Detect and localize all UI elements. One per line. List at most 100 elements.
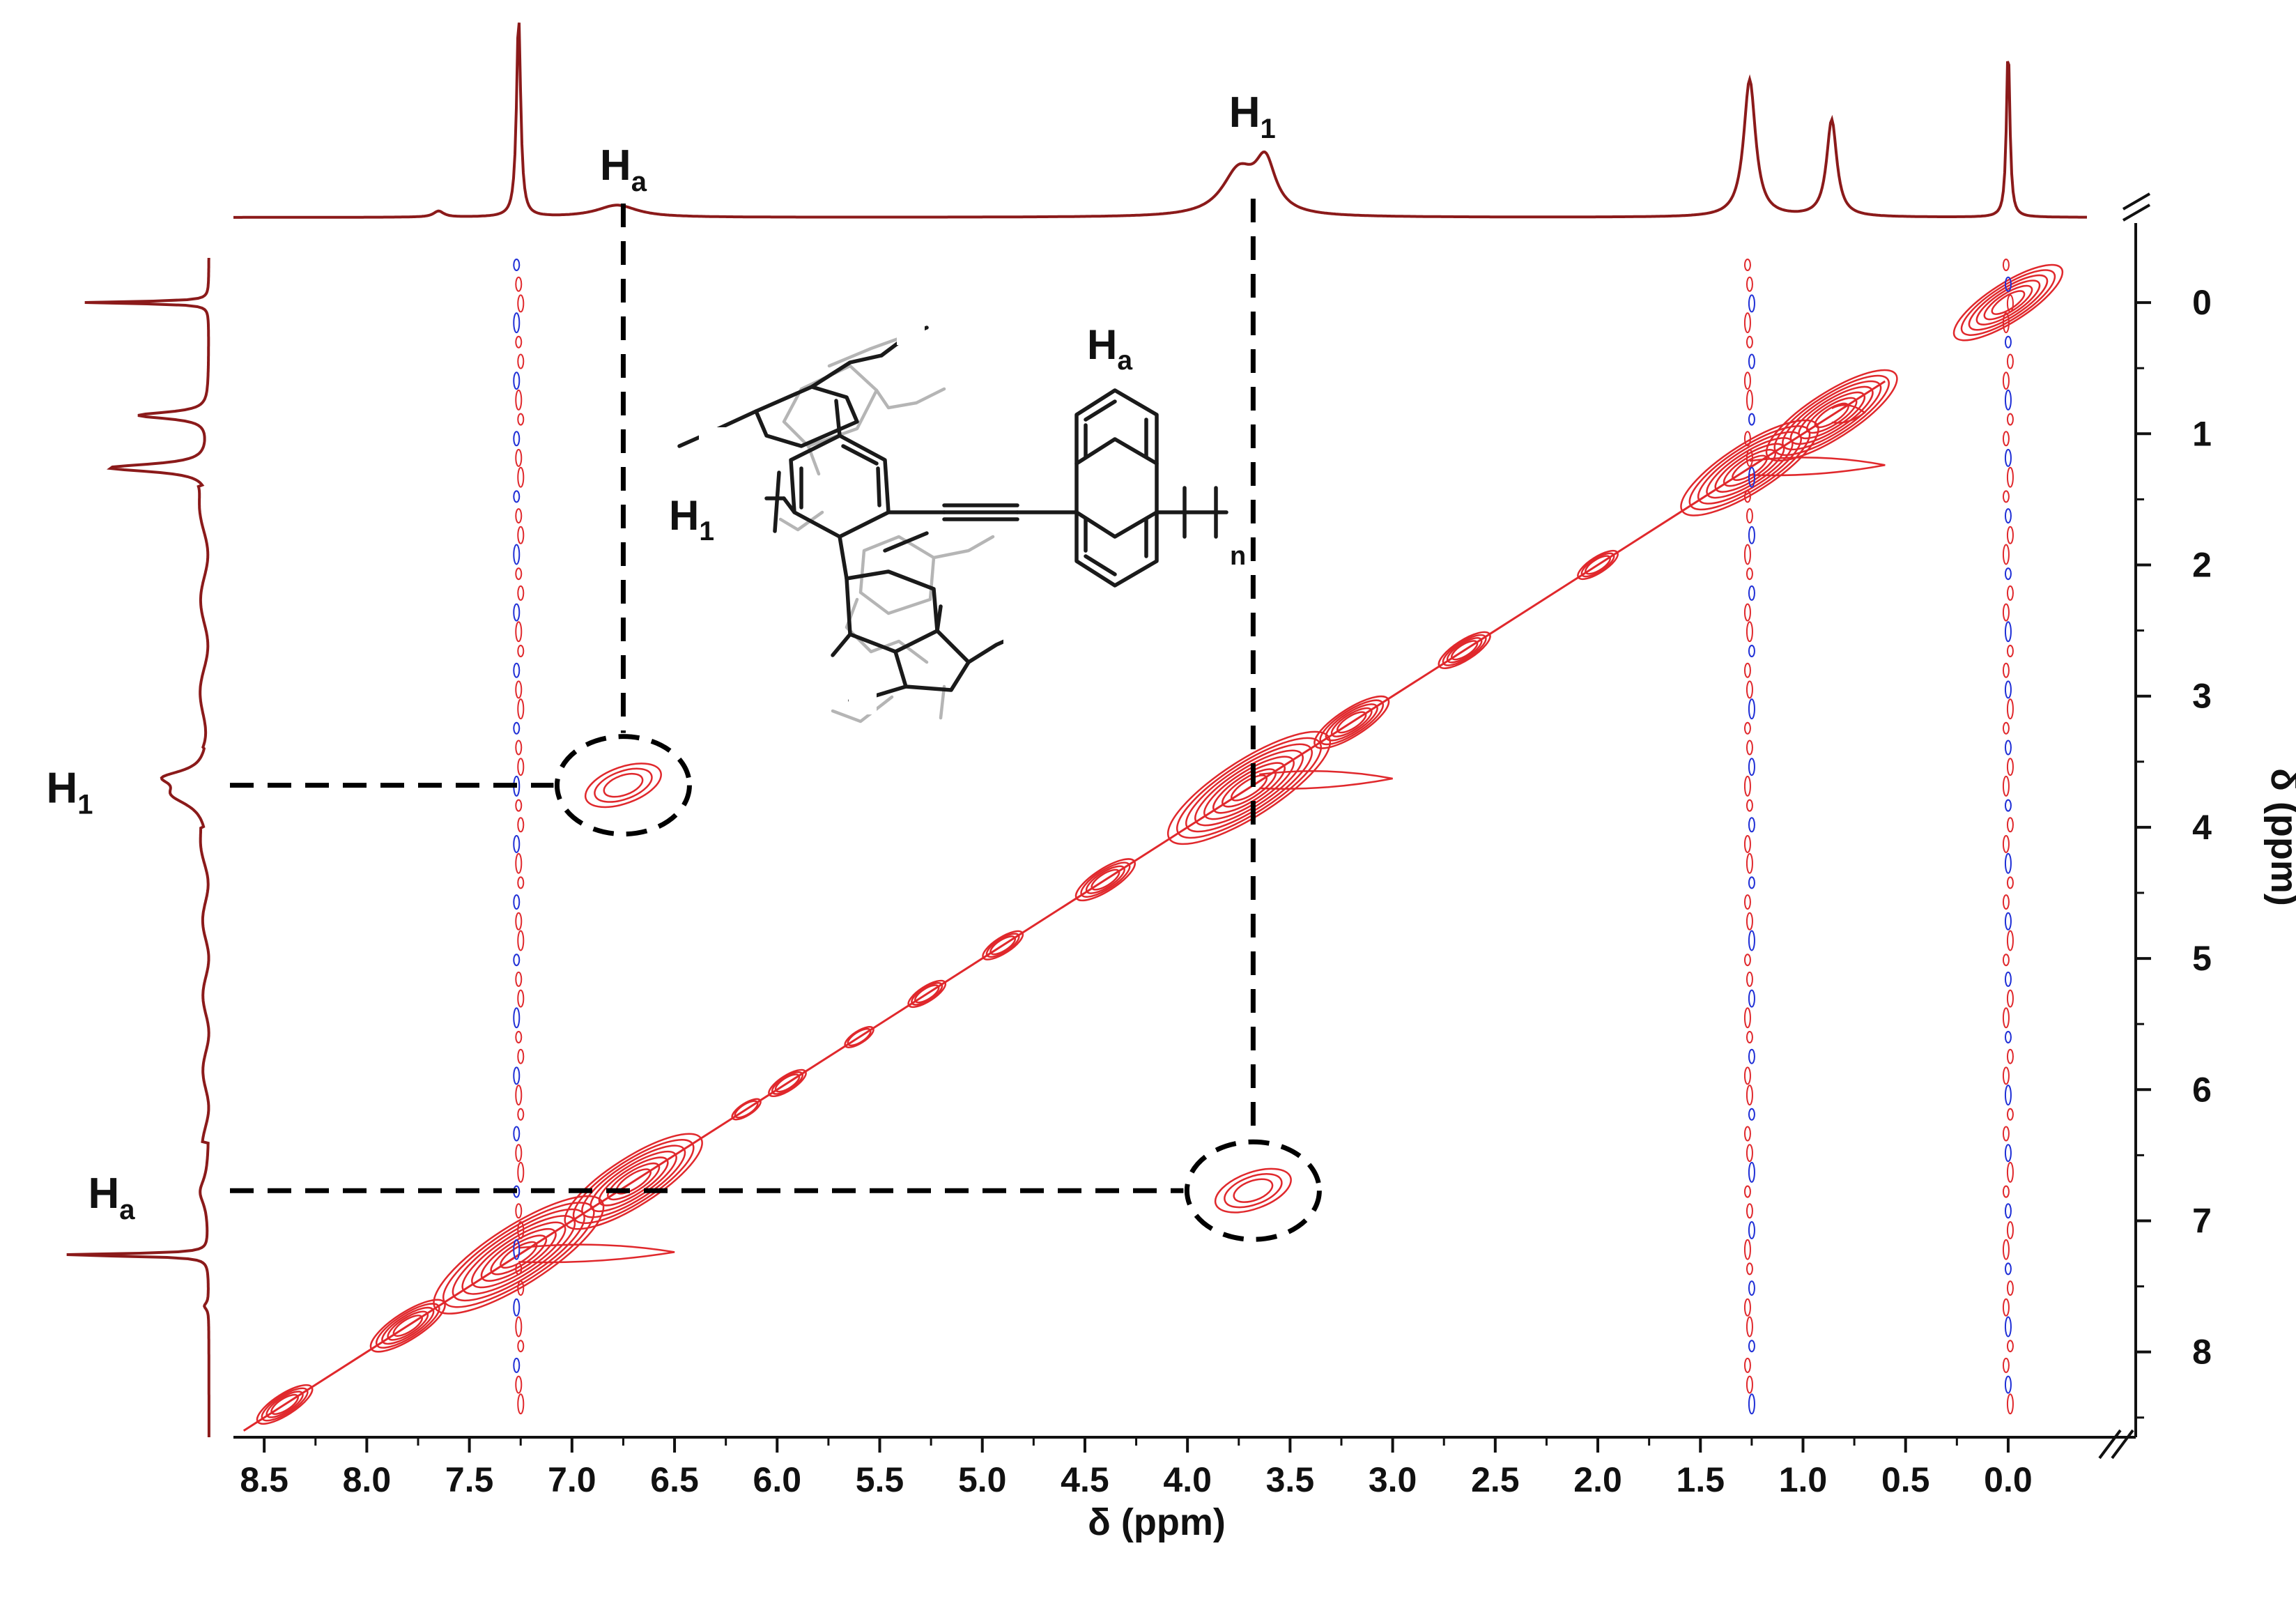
cross-peak-contour <box>1214 1167 1292 1213</box>
noise-streak-mark <box>1748 585 1755 601</box>
noise-streak-mark <box>517 294 525 313</box>
noise-streak-mark <box>515 276 523 292</box>
y-tick-label: 5 <box>2192 939 2212 978</box>
noise-streak-mark <box>2006 526 2014 544</box>
diagonal-peak-tail <box>1259 769 1393 790</box>
noise-streak-mark <box>515 1375 523 1394</box>
noise-streak-mark <box>515 680 523 699</box>
diagonal-peak-contour <box>1983 284 2033 321</box>
noise-streak-mark <box>1743 1007 1751 1029</box>
noise-streak-mark <box>1743 431 1751 447</box>
noise-streak-mark <box>1743 603 1751 622</box>
noise-streak-mark <box>2002 835 2010 853</box>
structure-label-h1: H1 <box>669 492 714 546</box>
noise-streak-mark <box>2004 1316 2012 1338</box>
noise-streak-mark <box>2006 930 2014 951</box>
label-h1-top-subscript: 1 <box>1260 114 1275 144</box>
top-spectrum-trace <box>233 22 2087 219</box>
noise-streak-mark <box>1743 894 1751 910</box>
left-spectrum-trace <box>66 258 210 1437</box>
noise-streak-mark <box>1748 758 1755 776</box>
x-tick-label: 1.0 <box>1779 1460 1828 1499</box>
noise-streak-mark <box>515 971 523 987</box>
noise-streak-mark <box>2006 698 2014 720</box>
noise-streak-mark <box>513 1126 521 1142</box>
y-axis-break-mark <box>2122 192 2151 222</box>
x-tick-label: 2.5 <box>1471 1460 1520 1499</box>
left-1d-projection <box>66 258 210 1437</box>
noise-streak-mark <box>1746 1375 1753 1394</box>
noise-streak-mark <box>515 852 523 874</box>
noise-streak-mark <box>1748 526 1755 544</box>
noise-streak-mark <box>2002 431 2010 447</box>
noise-streak-mark <box>1743 662 1751 678</box>
noise-streak-mark <box>2006 1340 2014 1353</box>
noise-streak-mark <box>517 1280 525 1296</box>
noise-streak-mark <box>1746 740 1753 756</box>
noise-streak-mark <box>2006 585 2014 601</box>
diagonal-peak-contour <box>1952 263 2064 342</box>
noise-streak-mark <box>1748 698 1755 720</box>
diagonal-peak-contour <box>1968 274 2049 331</box>
noise-streak-mark <box>517 1393 525 1415</box>
noise-streak-mark <box>1748 353 1755 369</box>
noise-streak-mark <box>517 930 525 951</box>
noise-streak-mark <box>513 544 521 565</box>
noise-streak-mark <box>1743 721 1751 735</box>
label-ha-top: Ha <box>600 141 647 197</box>
noise-streak-mark <box>2004 508 2012 524</box>
guide-lines-layer <box>230 199 1322 1242</box>
noise-streak-mark <box>2002 1066 2010 1085</box>
noise-streak-mark <box>1746 276 1753 292</box>
diagonal-peak-contour <box>1975 280 2041 326</box>
noise-streak-mark <box>2002 954 2010 967</box>
noise-streak-mark <box>1748 930 1755 951</box>
noise-streak-mark <box>1743 1185 1751 1198</box>
noise-streak-mark <box>517 758 525 776</box>
noise-streak-mark <box>513 372 521 390</box>
contour-layer <box>242 259 2064 1432</box>
noise-streak-mark <box>1748 294 1755 313</box>
cross-peak-contour <box>1233 1178 1274 1203</box>
noise-streak-mark <box>517 466 525 488</box>
x-tick-label: 0.0 <box>1984 1460 2033 1499</box>
noise-streak-mark <box>517 645 525 657</box>
x-tick-label: 6.0 <box>753 1460 802 1499</box>
noise-streak-mark <box>2004 1203 2012 1219</box>
noise-streak-mark <box>2002 603 2010 622</box>
noise-streak-mark <box>2002 1007 2010 1029</box>
noise-streak-mark <box>515 1031 523 1043</box>
noise-streak-mark <box>513 490 521 503</box>
noise-streak-mark <box>2002 1126 2010 1142</box>
structure-label-ha: Ha <box>1087 321 1132 376</box>
noise-streak-mark <box>1748 466 1755 488</box>
noise-streak-mark <box>1746 680 1753 699</box>
noise-streak-mark <box>515 799 523 812</box>
noise-streak-mark <box>2004 1144 2012 1163</box>
noise-streak-mark <box>513 1298 521 1317</box>
structure-back-gray-rings <box>778 334 995 723</box>
noise-streak-mark <box>1748 1108 1755 1121</box>
noise-streak-mark <box>517 1108 525 1121</box>
axes-layer: 8.5 8.0 7.5 7.0 6.5 6.0 5.5 5.0 4.5 4.0 3.5 3.0 2.5 2… <box>233 192 2296 1543</box>
noise-streak-mark <box>517 876 525 889</box>
x-tick-label: 2.0 <box>1573 1460 1622 1499</box>
cross-peak-contour <box>594 767 653 803</box>
noise-streak-mark <box>515 567 523 581</box>
noise-streak-mark <box>515 1262 523 1276</box>
noise-streak-mark <box>2004 740 2012 756</box>
x-tick-label: 4.5 <box>1061 1460 1109 1499</box>
label-ha-top-subscript: a <box>631 167 647 197</box>
x-tick-label: 3.5 <box>1266 1460 1315 1499</box>
noise-streak-mark <box>1746 1262 1753 1276</box>
noise-streak-mark <box>513 1357 521 1373</box>
noise-streak-mark <box>2006 466 2014 488</box>
x-tick-label: 1.5 <box>1677 1460 1725 1499</box>
noise-streak-mark <box>1743 1126 1751 1142</box>
noise-streak-mark <box>517 989 525 1008</box>
noise-streak-mark <box>515 449 523 467</box>
noise-streak-mark <box>1746 1203 1753 1219</box>
noise-streak-mark <box>513 1066 521 1085</box>
noise-streak-mark <box>517 413 525 426</box>
